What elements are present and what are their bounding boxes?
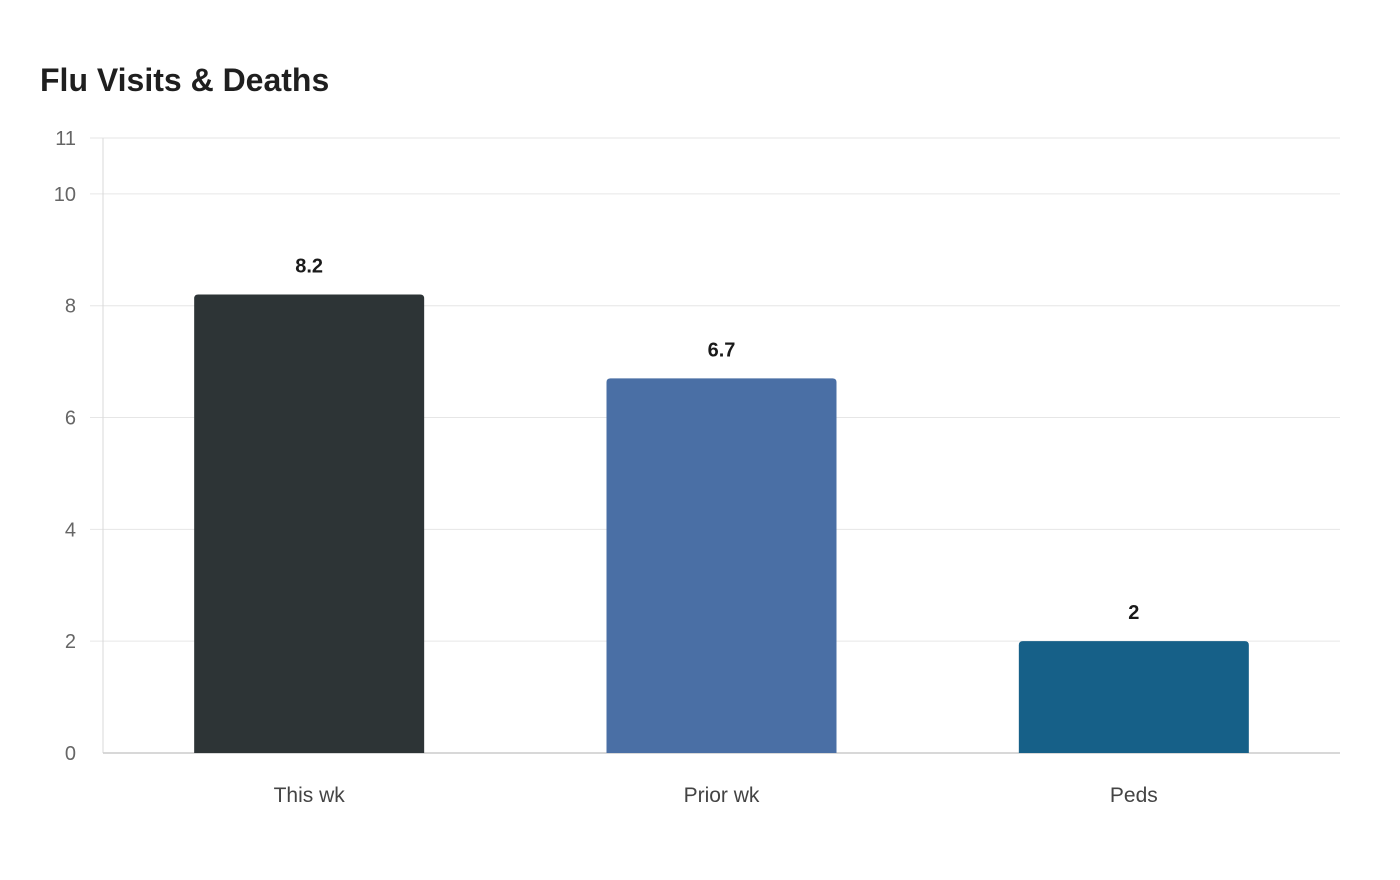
chart-title: Flu Visits & Deaths: [40, 62, 330, 98]
y-tick-label: 0: [65, 743, 76, 765]
bar-value-label: 6.7: [708, 339, 736, 361]
bar-value-label: 2: [1128, 602, 1139, 624]
y-tick-label: 11: [55, 128, 76, 150]
bar-prior-wk: [606, 378, 837, 753]
y-tick-label: 4: [65, 519, 76, 541]
bar-value-label: 8.2: [295, 256, 323, 278]
bar-this-wk: [194, 294, 425, 753]
y-tick-label: 10: [54, 184, 76, 206]
x-category-label: This wk: [274, 784, 346, 807]
x-category-label: Prior wk: [684, 784, 760, 807]
bars: [194, 294, 1249, 753]
y-tick-label: 2: [65, 631, 76, 653]
y-tick-label: 8: [65, 296, 76, 318]
bar-peds: [1018, 641, 1249, 753]
y-tick-label: 6: [65, 408, 76, 430]
x-category-label: Peds: [1110, 784, 1158, 807]
labels: 0 2 4 6 8 10 11 8.2 This wk 6.7 Prior wk 2 Peds: [54, 128, 1158, 807]
